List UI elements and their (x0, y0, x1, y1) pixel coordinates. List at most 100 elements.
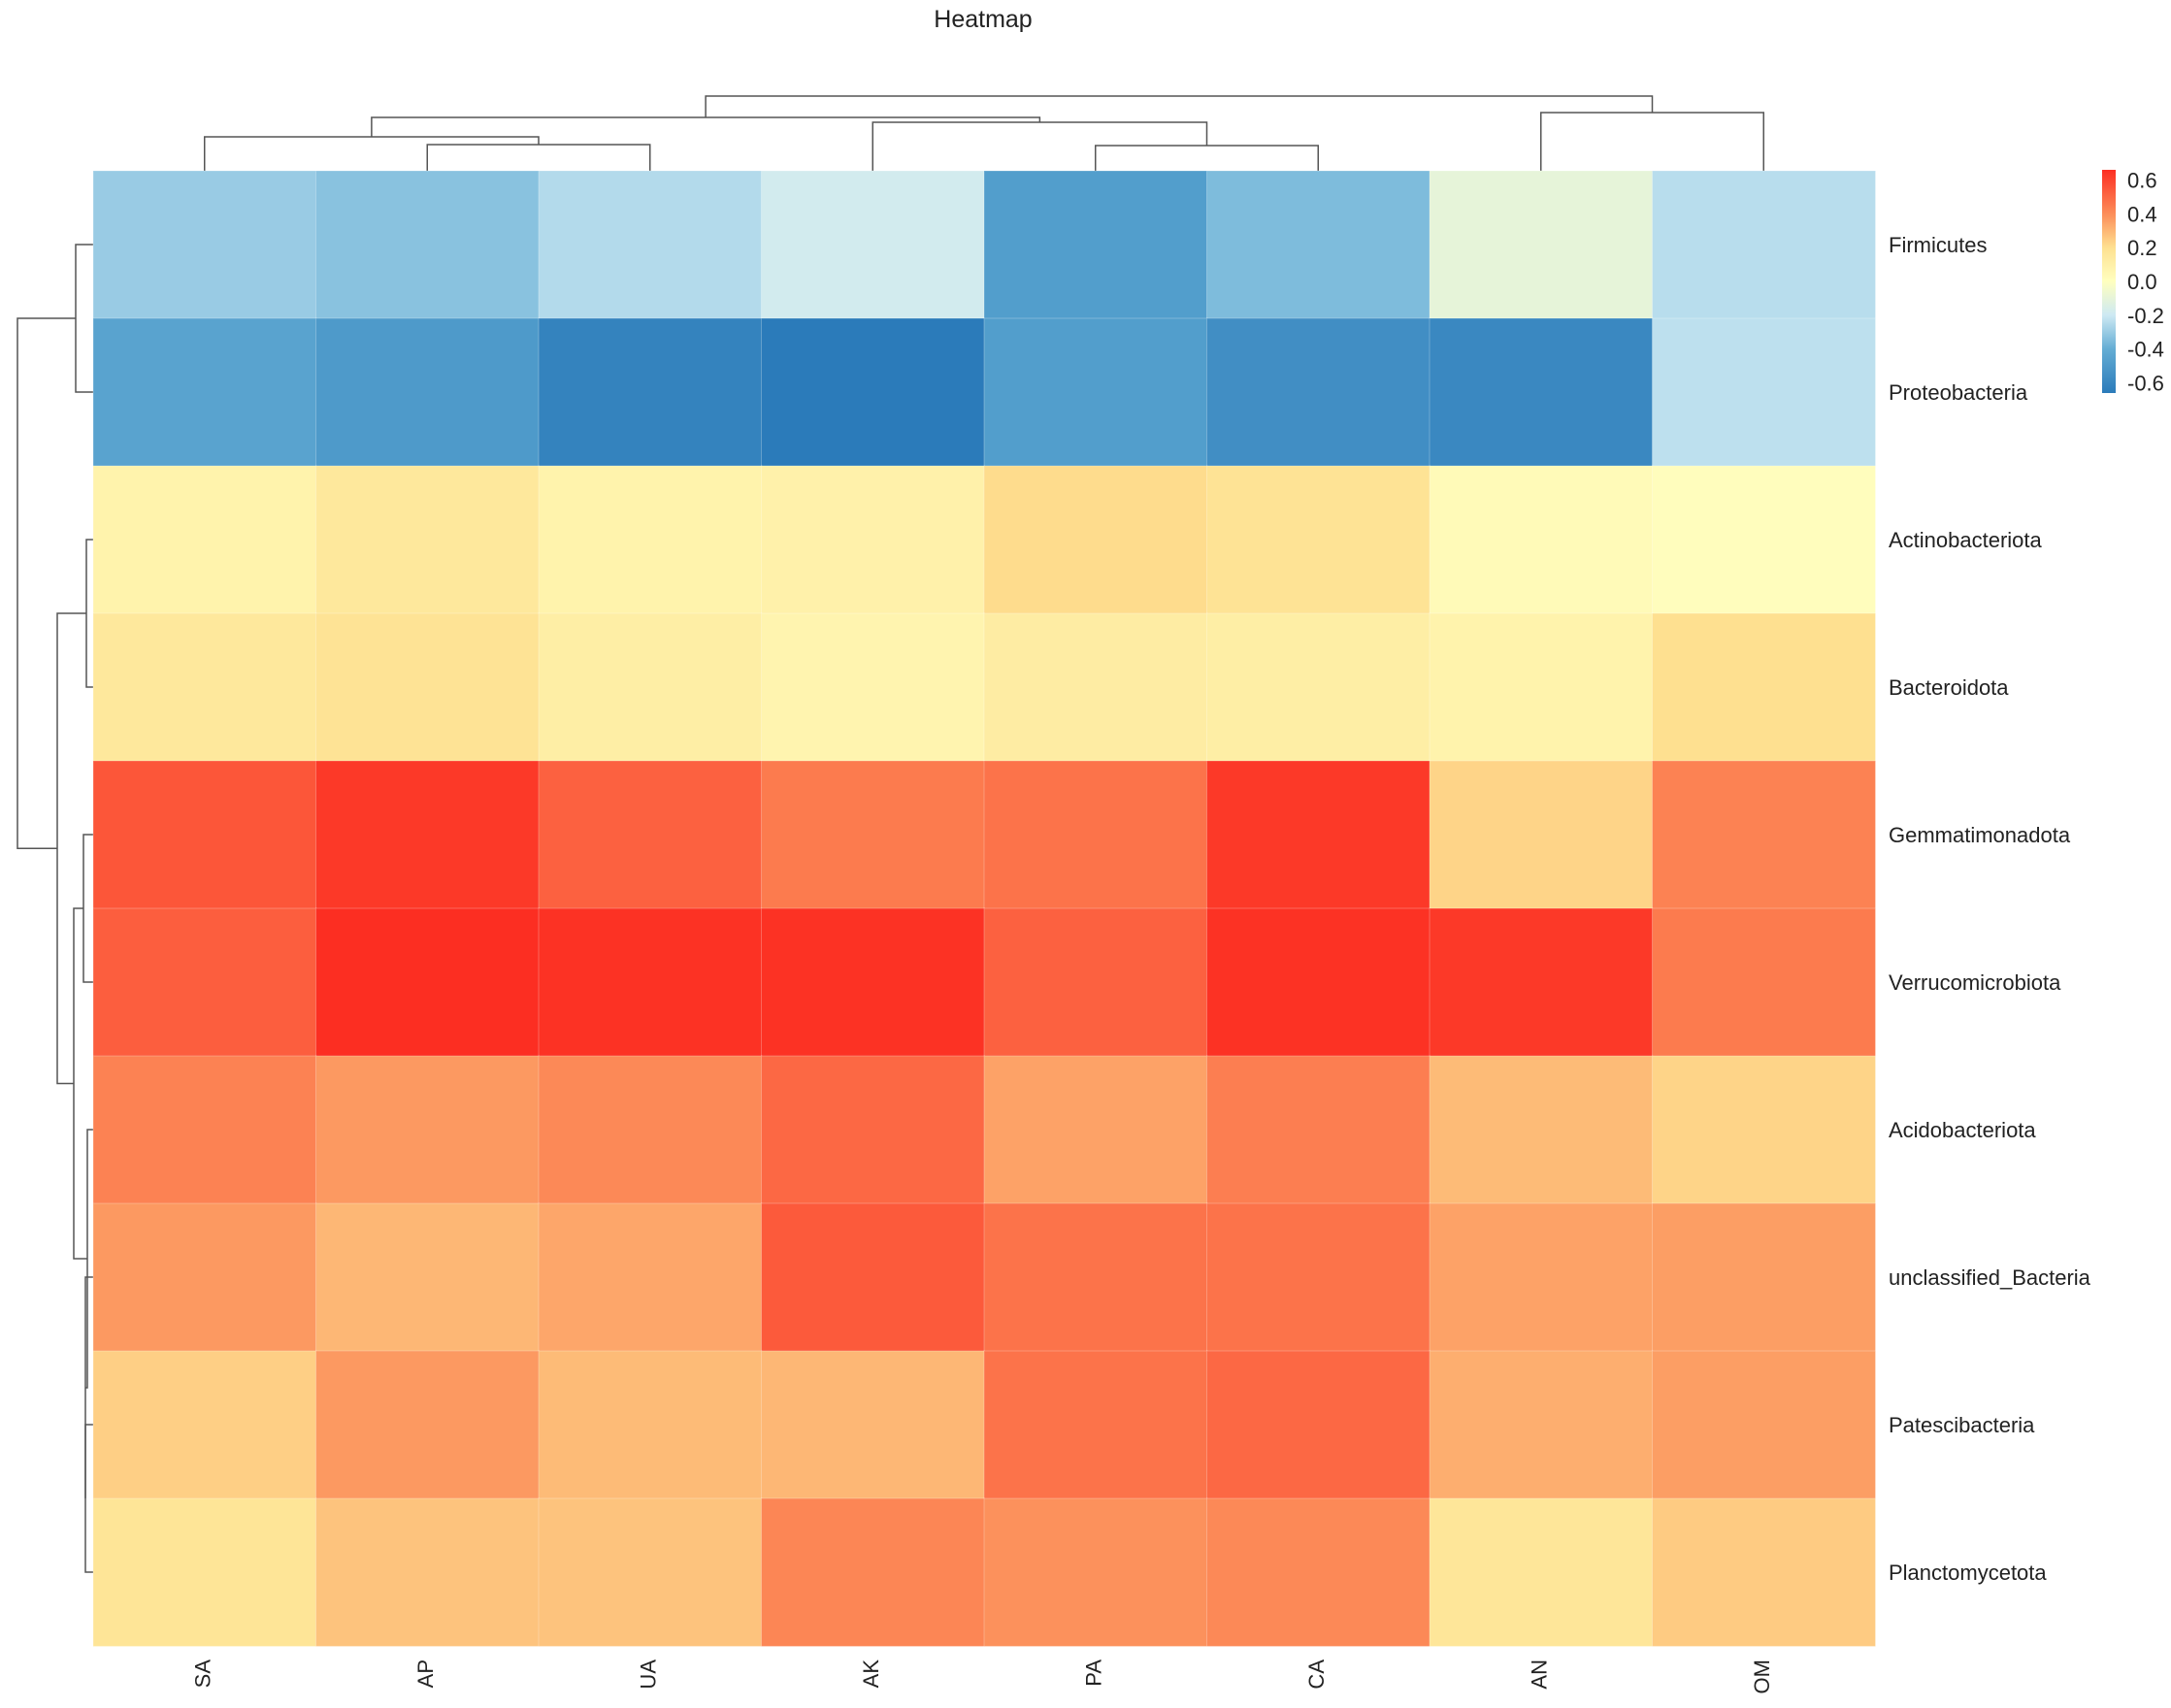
heatmap-cell (92, 1497, 317, 1647)
heatmap-cell (761, 760, 985, 909)
row-label: Actinobacteriota (1889, 528, 2043, 552)
heatmap-cell (761, 465, 985, 614)
column-labels: SA AP UA AK PA CA AN OM (191, 1659, 1775, 1694)
heatmap-cell (92, 170, 317, 319)
heatmap-cell (1206, 465, 1431, 614)
heatmap-cell (761, 1202, 985, 1352)
heatmap-cell (761, 1055, 985, 1204)
heatmap-cell (92, 760, 317, 909)
heatmap-cell (92, 1350, 317, 1499)
row-label: Planctomycetota (1889, 1560, 2047, 1585)
row-dendrogram (16, 244, 93, 1573)
heatmap-cell (1429, 907, 1654, 1057)
dendrogram-branch (82, 834, 93, 983)
legend-tick-label: 0.4 (2127, 202, 2157, 226)
legend-tick-label: 0.0 (2127, 270, 2157, 294)
heatmap-cell (1429, 465, 1654, 614)
heatmap-cell (983, 907, 1208, 1057)
dendrogram-branch (371, 116, 1041, 137)
heatmap-cell (538, 170, 763, 319)
heatmap-cell (1206, 1350, 1431, 1499)
dendrogram-branch (1095, 145, 1319, 171)
heatmap-cell (92, 907, 317, 1057)
dendrogram-branch (872, 121, 1208, 171)
column-dendrogram (204, 95, 1764, 171)
heatmap-cell (315, 465, 540, 614)
heatmap-cell (1429, 1497, 1654, 1647)
dendrogram-branch (56, 612, 86, 1085)
heatmap-cell (983, 1497, 1208, 1647)
dendrogram-branch (84, 1276, 93, 1498)
heatmap-cell (92, 317, 317, 467)
heatmap-cell (1206, 612, 1431, 762)
legend-tick-label: 0.2 (2127, 236, 2157, 260)
heatmap-cell (92, 465, 317, 614)
heatmap-cell (315, 760, 540, 909)
heatmap-cell (92, 1202, 317, 1352)
heatmap-cell (315, 1202, 540, 1352)
dendrogram-branch (85, 539, 93, 688)
dendrogram-branch (16, 317, 76, 849)
row-label: Gemmatimonadota (1889, 823, 2071, 847)
heatmap-cell (538, 465, 763, 614)
heatmap-cell (983, 612, 1208, 762)
heatmap-cell (761, 612, 985, 762)
heatmap-cell (1652, 317, 1876, 467)
heatmap-cell (1206, 317, 1431, 467)
heatmap-cell (1652, 907, 1876, 1057)
heatmap-cell (538, 907, 763, 1057)
heatmap-cell (1429, 612, 1654, 762)
chart-title: Heatmap (934, 6, 1032, 33)
legend-tick-label: -0.6 (2127, 372, 2164, 396)
row-label: Bacteroidota (1889, 675, 2009, 700)
column-label: PA (1082, 1659, 1106, 1687)
column-label: CA (1304, 1659, 1329, 1690)
heatmap-cell (1206, 170, 1431, 319)
dendrogram-branch (73, 907, 87, 1260)
row-label: Verrucomicrobiota (1889, 970, 2061, 995)
heatmap-cell (983, 760, 1208, 909)
heatmap-cell (761, 170, 985, 319)
heatmap-cell (983, 1202, 1208, 1352)
heatmap-cell (1206, 1202, 1431, 1352)
heatmap-cell (1429, 1055, 1654, 1204)
heatmap-cell (761, 1497, 985, 1647)
heatmap-cell (983, 1350, 1208, 1499)
legend-tick-label: -0.4 (2127, 338, 2164, 362)
heatmap-cell (1652, 170, 1876, 319)
heatmap-cell (761, 317, 985, 467)
heatmap-cell (1652, 612, 1876, 762)
heatmap-cell (315, 1497, 540, 1647)
dendrogram-branch (84, 1424, 93, 1573)
heatmap-cell (1206, 907, 1431, 1057)
row-label: unclassified_Bacteria (1889, 1265, 2091, 1290)
heatmap-cell (315, 317, 540, 467)
heatmap-cell (1206, 1055, 1431, 1204)
dendrogram-branch (426, 144, 651, 171)
heatmap-cell (1429, 170, 1654, 319)
dendrogram-branch (705, 95, 1654, 117)
heatmap-cell (92, 612, 317, 762)
heatmap-cell (983, 170, 1208, 319)
row-label: Proteobacteria (1889, 380, 2028, 405)
heatmap-cell (1652, 465, 1876, 614)
dendrogram-branch (204, 136, 540, 171)
heatmap-cell (1652, 1055, 1876, 1204)
heatmap-cell (1652, 1497, 1876, 1647)
column-label: OM (1750, 1659, 1774, 1693)
legend-colorbar (2102, 170, 2116, 393)
row-label: Acidobacteriota (1889, 1118, 2036, 1142)
heatmap-cell (1429, 317, 1654, 467)
heatmap-cell (1429, 1350, 1654, 1499)
heatmap-cell (761, 1350, 985, 1499)
heatmap-cell (538, 1350, 763, 1499)
column-label: UA (637, 1659, 661, 1690)
heatmap-cell (315, 907, 540, 1057)
heatmap-cell (1652, 760, 1876, 909)
heatmap-cell (538, 612, 763, 762)
heatmap-cell (315, 170, 540, 319)
color-legend: 0.6 0.4 0.2 0.0 -0.2 -0.4 -0.6 (2102, 168, 2164, 396)
heatmap-cell (1429, 1202, 1654, 1352)
dendrogram-branch (1540, 112, 1764, 171)
dendrogram-branch (75, 244, 93, 393)
